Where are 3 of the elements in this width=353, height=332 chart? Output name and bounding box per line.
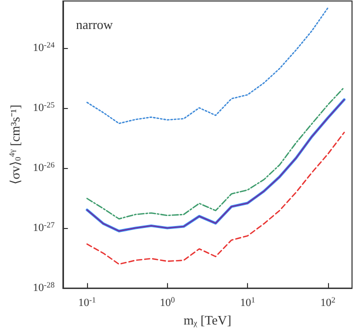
annotation: narrow [76,17,114,32]
x-axis-title: mχ [TeV] [184,312,232,328]
y-axis-title: ⟨σv⟩04γ [cm³s⁻¹] [8,104,22,184]
